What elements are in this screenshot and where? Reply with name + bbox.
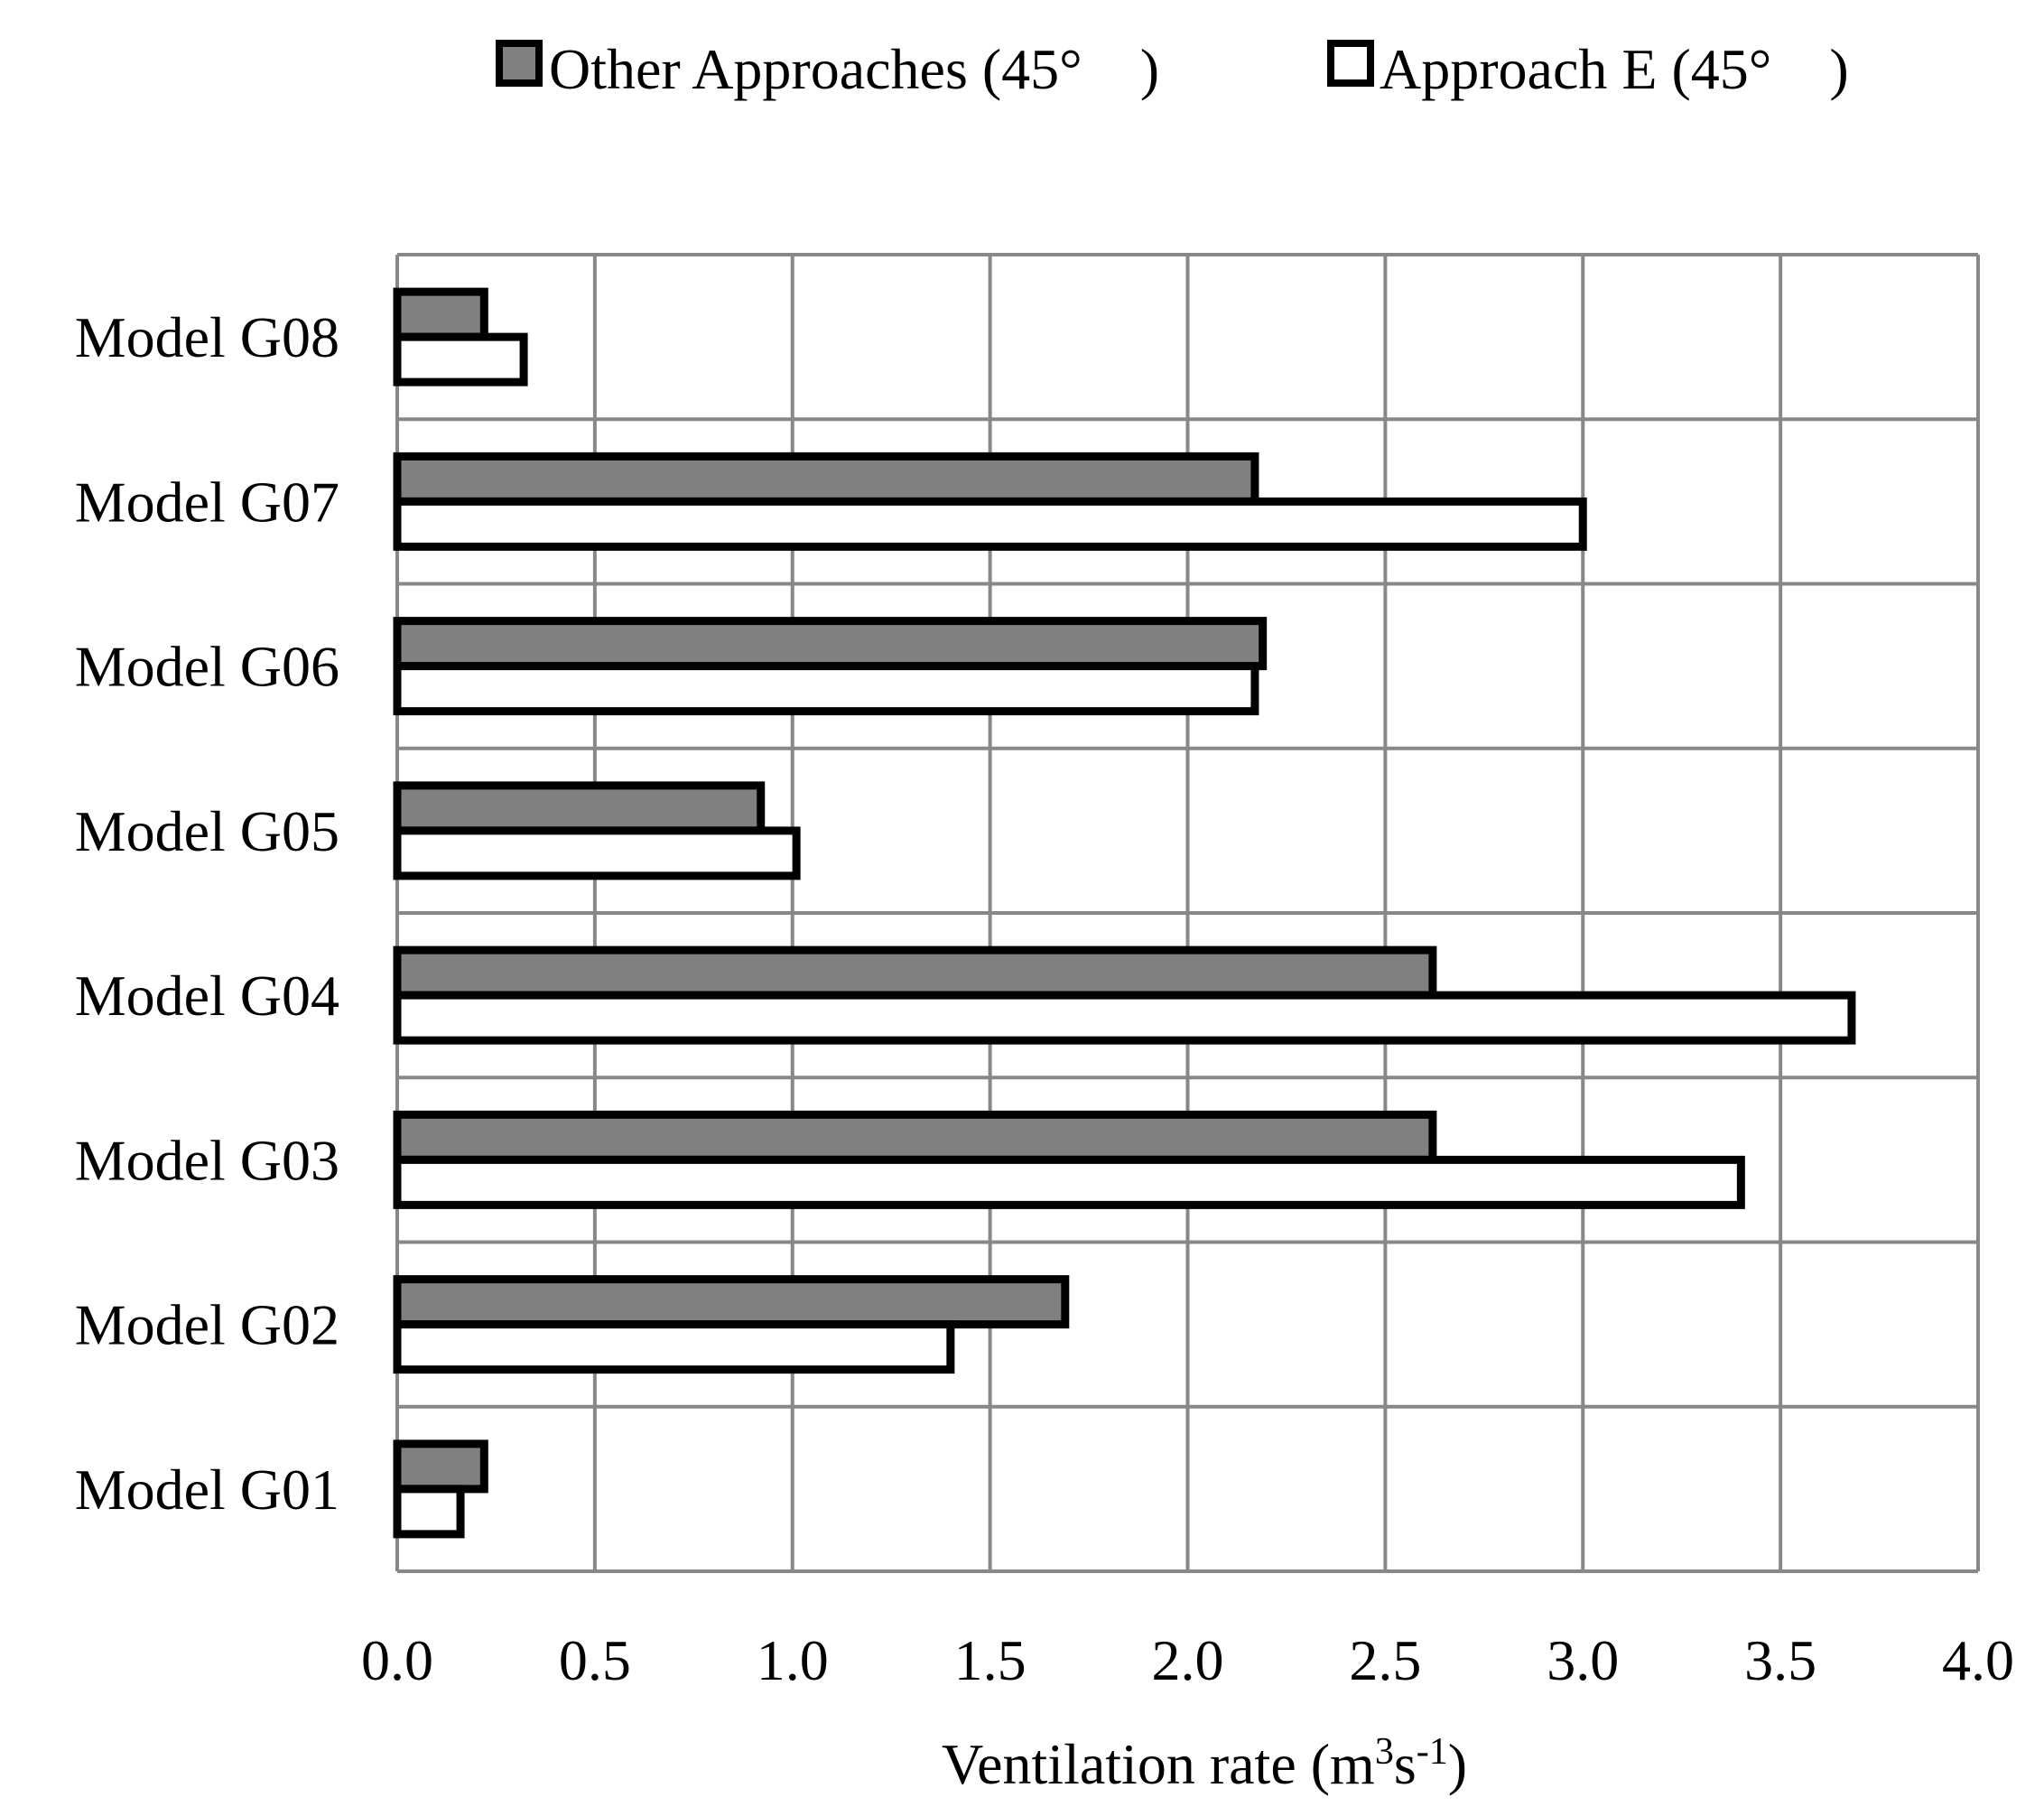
bar-approach-e-model-g01 xyxy=(393,1485,465,1539)
legend-label-approach-e: Approach E (45° ) xyxy=(1380,37,1849,101)
x-axis-title: Ventilation rate (m3s-1) xyxy=(942,1731,1467,1796)
legend-label-other-approaches: Other Approaches (45° ) xyxy=(549,37,1159,101)
bar-other-approaches-model-g06 xyxy=(393,617,1268,671)
x-axis-title-sup1: 3 xyxy=(1375,1731,1394,1773)
legend-swatch-other-approaches xyxy=(496,40,543,87)
y-axis-label: Model G08 xyxy=(75,305,339,369)
y-axis-label: Model G02 xyxy=(75,1293,339,1357)
legend: Other Approaches (45° ) Approach E (45° … xyxy=(496,37,1849,101)
x-tick-label: 2.5 xyxy=(1349,1628,1421,1692)
bar-approach-e-model-g07 xyxy=(393,497,1587,551)
x-tick-label: 2.0 xyxy=(1152,1628,1224,1692)
bar-other-approaches-model-g02 xyxy=(393,1275,1070,1329)
bar-other-approaches-model-g08 xyxy=(393,287,488,341)
x-tick-label: 4.0 xyxy=(1942,1628,2014,1692)
x-tick-label: 1.0 xyxy=(757,1628,829,1692)
x-axis-tick-labels: 0.0 0.5 1.0 1.5 2.0 2.5 3.0 3.5 4.0 xyxy=(361,1628,2014,1692)
y-axis-label: Model G06 xyxy=(75,635,339,699)
bar-approach-e-model-g06 xyxy=(393,662,1259,716)
x-tick-label: 3.5 xyxy=(1744,1628,1816,1692)
bar-other-approaches-model-g01 xyxy=(393,1439,488,1494)
bars xyxy=(393,287,1856,1539)
x-tick-label: 0.5 xyxy=(559,1628,631,1692)
y-axis-labels: Model G01 Model G02 Model G03 Model G04 Mode… xyxy=(75,305,339,1522)
y-axis-label: Model G05 xyxy=(75,799,339,863)
bar-other-approaches-model-g07 xyxy=(393,452,1259,506)
bar-approach-e-model-g03 xyxy=(393,1155,1745,1209)
y-axis-label: Model G07 xyxy=(75,470,339,534)
bar-other-approaches-model-g03 xyxy=(393,1110,1437,1164)
x-tick-label: 3.0 xyxy=(1547,1628,1619,1692)
y-axis-label: Model G01 xyxy=(75,1457,339,1522)
x-axis-title-suffix: ) xyxy=(1448,1732,1467,1796)
bar-approach-e-model-g08 xyxy=(393,332,528,386)
bar-approach-e-model-g05 xyxy=(393,826,801,880)
grid xyxy=(395,253,1980,1573)
legend-swatch-approach-e xyxy=(1327,40,1374,87)
bar-approach-e-model-g02 xyxy=(393,1320,955,1374)
x-axis-title-prefix: Ventilation rate (m xyxy=(942,1732,1375,1796)
bar-other-approaches-model-g04 xyxy=(393,945,1437,1000)
x-tick-label: 1.5 xyxy=(954,1628,1027,1692)
x-tick-label: 0.0 xyxy=(361,1628,433,1692)
y-axis-label: Model G04 xyxy=(75,964,339,1028)
y-axis-label: Model G03 xyxy=(75,1128,339,1192)
bar-approach-e-model-g04 xyxy=(393,991,1856,1045)
bar-other-approaches-model-g05 xyxy=(393,781,766,835)
x-axis-title-sup2: -1 xyxy=(1417,1731,1448,1773)
x-axis-title-mid: s xyxy=(1394,1732,1417,1796)
